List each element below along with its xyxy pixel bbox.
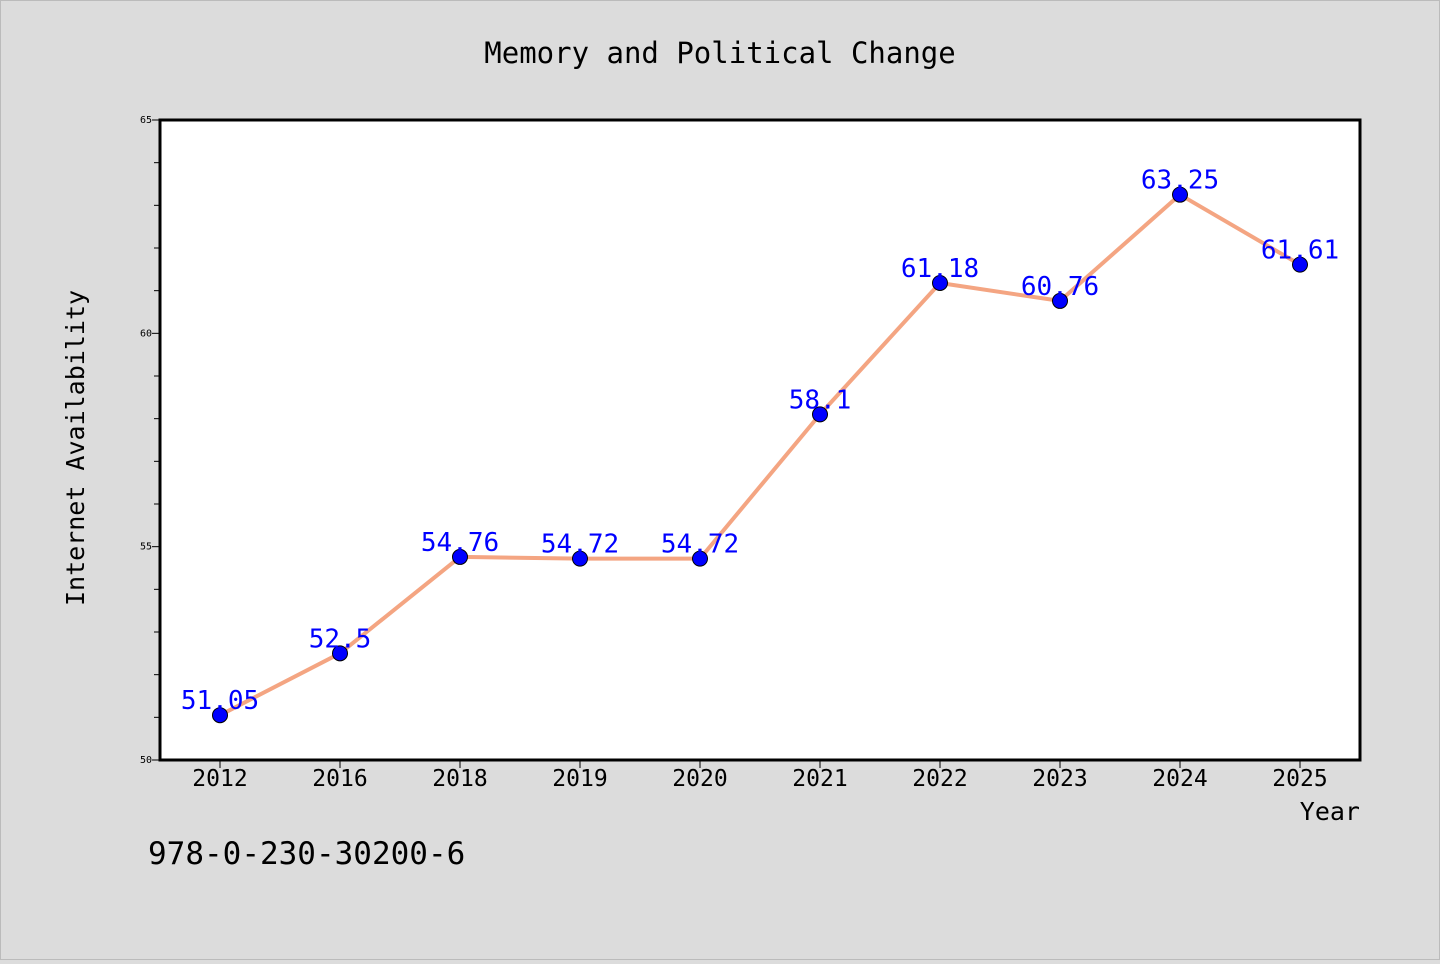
data-label: 54.72: [661, 530, 739, 560]
data-label: 54.72: [541, 530, 619, 560]
x-tick-label: 2022: [912, 766, 967, 792]
isbn-footer-text: 978-0-230-30200-6: [148, 836, 465, 872]
x-tick-label: 2020: [672, 766, 727, 792]
data-label: 61.61: [1261, 236, 1339, 266]
data-point: [212, 707, 228, 724]
data-point: [572, 550, 588, 567]
y-tick-label: 55: [140, 542, 152, 553]
data-label: 61.18: [901, 254, 979, 284]
data-point: [332, 645, 348, 662]
y-tick-label: 50: [140, 755, 152, 766]
y-tick-label: 65: [140, 115, 152, 126]
series-layer: 51.05 52.5 54.76 54.72 54.72 58.1 61.18 60.76 63…: [181, 166, 1339, 724]
data-point: [1292, 256, 1308, 273]
data-point: [1052, 292, 1068, 309]
x-axis-ticks: 2012 2016 2018 2019 2020 2021 2022 2023 2024 2025: [192, 760, 1328, 792]
x-tick-label: 2021: [792, 766, 847, 792]
y-tick-label: 60: [140, 328, 152, 339]
data-point: [812, 406, 828, 423]
data-point: [692, 550, 708, 567]
data-label: 58.1: [789, 385, 852, 415]
data-label: 60.76: [1021, 272, 1099, 302]
x-tick-label: 2012: [192, 766, 247, 792]
x-tick-label: 2019: [552, 766, 607, 792]
data-point: [1172, 186, 1188, 203]
data-label: 51.05: [181, 686, 259, 716]
x-tick-label: 2016: [312, 766, 367, 792]
x-axis-label: Year: [1300, 797, 1360, 826]
y-axis-ticks: 50 55 60 65: [140, 115, 160, 766]
y-axis-label: Internet Availability: [61, 290, 90, 606]
plot-area: [158, 118, 1362, 762]
x-tick-label: 2023: [1032, 766, 1087, 792]
x-tick-label: 2024: [1152, 766, 1207, 792]
data-label: 54.76: [421, 528, 499, 558]
x-tick-label: 2025: [1272, 766, 1327, 792]
data-label: 52.5: [309, 624, 372, 654]
series-line: [218, 192, 1302, 718]
data-point: [932, 274, 948, 291]
chart-title: Memory and Political Change: [484, 36, 955, 70]
data-label: 63.25: [1141, 166, 1219, 196]
data-point: [452, 548, 468, 565]
x-tick-label: 2018: [432, 766, 487, 792]
